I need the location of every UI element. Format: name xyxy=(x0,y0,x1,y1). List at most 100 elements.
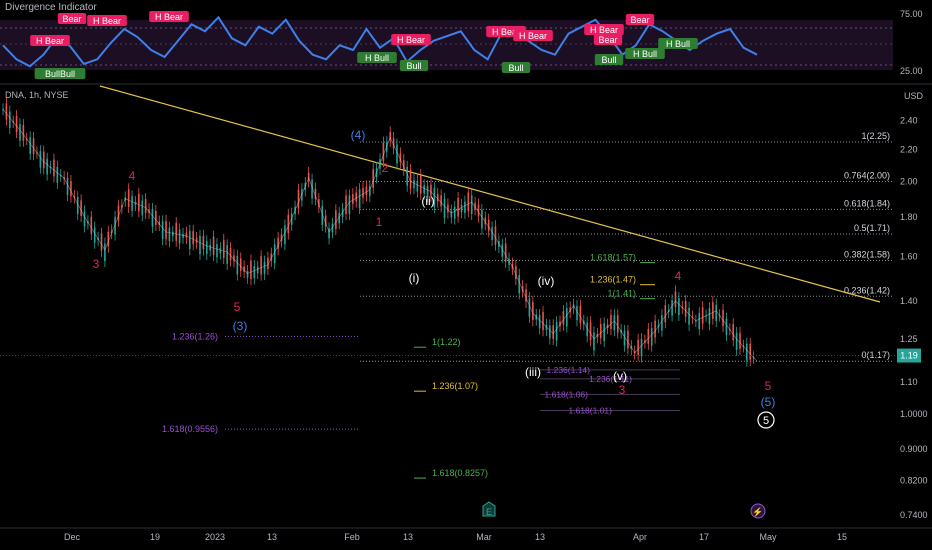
trend-line xyxy=(99,85,881,303)
price-candle-body xyxy=(555,322,558,341)
divergence-label: H Bear xyxy=(492,27,520,37)
extension-level-label: 1(1.41) xyxy=(607,289,636,299)
price-candle-body xyxy=(202,235,205,250)
price-series-line xyxy=(2,109,758,362)
price-tag: 1.19 xyxy=(900,351,918,361)
price-candle-body xyxy=(481,209,483,229)
divergence-label: BullBull xyxy=(45,69,75,79)
price-candle-body xyxy=(22,124,25,141)
earnings-badge-bg xyxy=(482,501,496,517)
price-candle-body xyxy=(396,144,398,164)
price-candle-body xyxy=(406,166,408,186)
price-candle-body xyxy=(253,266,256,279)
price-candle-body xyxy=(671,300,673,316)
price-candle-body xyxy=(569,307,571,313)
time-axis-tick-label: 13 xyxy=(535,532,545,542)
price-candle-body xyxy=(76,197,79,215)
price-candle-body xyxy=(392,138,395,149)
divergence-label: H Bear xyxy=(519,31,547,41)
price-candle-body xyxy=(664,305,667,323)
price-candle-body xyxy=(239,258,242,271)
price-candle-body xyxy=(2,109,4,111)
price-candle-body xyxy=(545,324,548,331)
time-axis-tick-label: Feb xyxy=(344,532,360,542)
divergence-label: Bear xyxy=(62,14,81,24)
fib-level-label: 0(1.17) xyxy=(861,350,890,360)
price-candle-body xyxy=(29,137,31,154)
wave-label: (iv) xyxy=(538,274,555,288)
price-candle-body xyxy=(586,322,588,337)
price-candle-body xyxy=(117,205,120,221)
divergence-label-bg xyxy=(57,13,87,24)
price-candle-body xyxy=(70,180,72,197)
price-candle-body xyxy=(402,160,405,170)
price-candle-body xyxy=(263,261,266,274)
divergence-label-bg xyxy=(594,54,624,65)
price-candle-body xyxy=(695,320,697,322)
price-candle-body xyxy=(110,230,113,234)
divergence-label: Bull xyxy=(508,63,523,73)
price-candle-body xyxy=(8,111,11,128)
extension-level-label: 1.236(1.14) xyxy=(547,365,591,375)
price-candle-body xyxy=(436,193,439,202)
price-candle-body xyxy=(746,343,748,361)
price-candle-body xyxy=(712,302,714,319)
fib-level-label: 0.236(1.42) xyxy=(844,285,890,295)
divergence-label-bg xyxy=(658,38,698,49)
price-candle-body xyxy=(443,198,446,218)
price-candle-body xyxy=(521,285,524,292)
price-candle-body xyxy=(5,103,8,120)
price-candle-body xyxy=(233,255,235,262)
price-candle-body xyxy=(114,216,116,235)
price-axis-tick-label: 1.40 xyxy=(900,296,918,306)
divergence-label-bg xyxy=(593,34,623,45)
wave-label: 3 xyxy=(93,257,100,271)
divergence-label: Bull xyxy=(601,55,616,65)
price-candle-body xyxy=(715,304,718,321)
price-candle-body xyxy=(280,234,283,242)
price-candle-body xyxy=(236,255,239,275)
price-candle-body xyxy=(256,266,259,274)
price-candle-body xyxy=(419,175,422,194)
price-axis-tick-label: 0.7400 xyxy=(900,510,928,520)
extension-level-label: 1(1.22) xyxy=(432,337,461,347)
price-candle-body xyxy=(297,189,300,209)
price-candle-body xyxy=(338,212,341,224)
indicator-axis-label: 25.00 xyxy=(900,66,923,76)
extension-level-label: 1.236(1.11) xyxy=(589,374,632,384)
wave-label: (5) xyxy=(761,395,776,409)
price-candle-body xyxy=(155,210,157,225)
price-candle-body xyxy=(345,195,347,215)
price-candle-body xyxy=(195,237,198,243)
price-candle-body xyxy=(165,220,167,239)
price-candle-body xyxy=(593,332,595,351)
price-candle-body xyxy=(53,159,55,177)
price-candle-body xyxy=(182,233,184,238)
price-candle-body xyxy=(335,210,337,229)
price-candle-body xyxy=(355,192,358,202)
price-candle-body xyxy=(178,229,181,244)
wave-label: 2 xyxy=(382,161,389,175)
time-axis-tick-label: May xyxy=(759,532,777,542)
price-candle-body xyxy=(290,213,293,225)
divergence-label-bg xyxy=(501,62,531,73)
time-axis-tick-label: 2023 xyxy=(205,532,225,542)
price-candle-body xyxy=(749,343,752,360)
price-candle-body xyxy=(542,312,544,331)
price-candle-body xyxy=(450,210,453,218)
price-candle-body xyxy=(222,239,225,258)
divergence-label: H Bear xyxy=(93,16,121,26)
divergence-label: H Bull xyxy=(365,53,389,63)
price-candle-body xyxy=(362,187,364,198)
price-axis-tick-label: 1.80 xyxy=(900,212,918,222)
divergence-label: Bull xyxy=(406,61,421,71)
price-candle-body xyxy=(80,200,82,216)
wave-label: (3) xyxy=(233,319,248,333)
price-candle-body xyxy=(90,216,93,235)
extension-level-label: 1.618(1.57) xyxy=(590,253,636,263)
divergence-label-bg xyxy=(513,30,553,41)
divergence-label-bg xyxy=(357,52,397,63)
price-candle-body xyxy=(494,226,497,245)
price-candle-body xyxy=(250,260,252,280)
